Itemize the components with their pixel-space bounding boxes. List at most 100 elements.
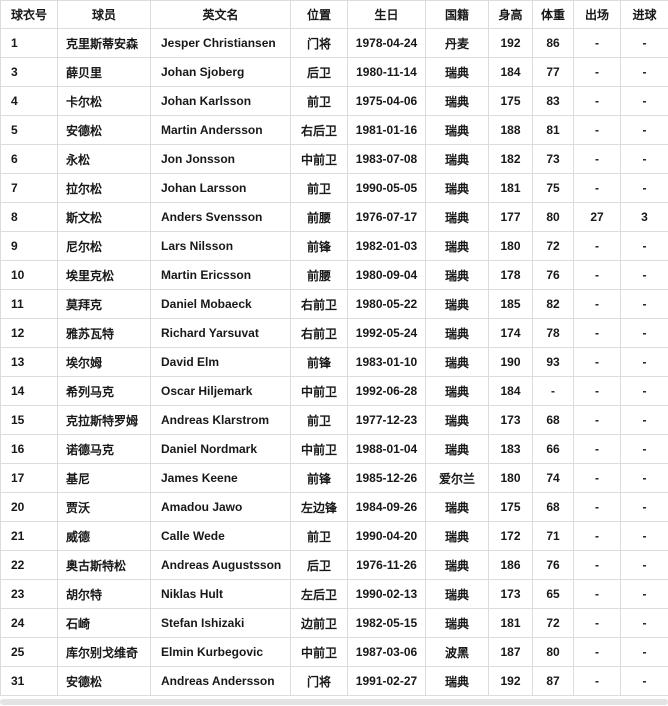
column-header: 生日 (347, 0, 426, 29)
cell-birthday: 1990-04-20 (347, 521, 426, 551)
cell-nationality: 瑞典 (425, 144, 489, 174)
cell-position: 左边锋 (290, 492, 348, 522)
cell-height: 184 (488, 376, 533, 406)
cell-jersey-number: 14 (0, 376, 58, 406)
cell-player-name: 拉尔松 (57, 173, 151, 203)
cell-weight: 93 (532, 347, 574, 377)
cell-player-name: 石崎 (57, 608, 151, 638)
table-row: 25 库尔别戈维奇 Elmin Kurbegovic 中前卫 1987-03-0… (0, 637, 668, 667)
cell-player-name: 薛贝里 (57, 57, 151, 87)
cell-birthday: 1978-04-24 (347, 28, 426, 58)
cell-nationality: 瑞典 (425, 57, 489, 87)
cell-weight: 80 (532, 202, 574, 232)
cell-english-name: Elmin Kurbegovic (150, 637, 291, 667)
cell-nationality: 丹麦 (425, 28, 489, 58)
horizontal-scrollbar[interactable] (0, 699, 668, 705)
cell-jersey-number: 8 (0, 202, 58, 232)
cell-birthday: 1992-05-24 (347, 318, 426, 348)
cell-weight: 83 (532, 86, 574, 116)
cell-english-name: Andreas Klarstrom (150, 405, 291, 435)
cell-nationality: 瑞典 (425, 492, 489, 522)
cell-position: 后卫 (290, 57, 348, 87)
table-row: 11 莫拜克 Daniel Mobaeck 右前卫 1980-05-22 瑞典 … (0, 289, 668, 319)
cell-player-name: 卡尔松 (57, 86, 151, 116)
cell-player-name: 贾沃 (57, 492, 151, 522)
cell-nationality: 瑞典 (425, 86, 489, 116)
cell-jersey-number: 3 (0, 57, 58, 87)
cell-english-name: Martin Andersson (150, 115, 291, 145)
cell-appearances: - (573, 666, 621, 696)
table-header: 球衣号 球员 英文名 位置 生日 国籍 身高 体重 出场 (0, 0, 668, 29)
cell-jersey-number: 6 (0, 144, 58, 174)
cell-goals: - (620, 86, 668, 116)
cell-goals: - (620, 318, 668, 348)
cell-player-name: 斯文松 (57, 202, 151, 232)
cell-position: 前卫 (290, 86, 348, 116)
cell-english-name: Jesper Christiansen (150, 28, 291, 58)
cell-player-name: 希列马克 (57, 376, 151, 406)
table-row: 20 贾沃 Amadou Jawo 左边锋 1984-09-26 瑞典 175 … (0, 492, 668, 522)
cell-goals: - (620, 231, 668, 261)
table-row: 6 永松 Jon Jonsson 中前卫 1983-07-08 瑞典 182 7… (0, 144, 668, 174)
cell-jersey-number: 22 (0, 550, 58, 580)
cell-english-name: Johan Sjoberg (150, 57, 291, 87)
table-row: 12 雅苏瓦特 Richard Yarsuvat 右前卫 1992-05-24 … (0, 318, 668, 348)
cell-english-name: Andreas Andersson (150, 666, 291, 696)
cell-player-name: 克拉斯特罗姆 (57, 405, 151, 435)
cell-player-name: 基尼 (57, 463, 151, 493)
cell-height: 185 (488, 289, 533, 319)
cell-appearances: - (573, 318, 621, 348)
cell-appearances: - (573, 57, 621, 87)
cell-appearances: - (573, 347, 621, 377)
cell-appearances: - (573, 434, 621, 464)
cell-height: 180 (488, 231, 533, 261)
cell-nationality: 瑞典 (425, 434, 489, 464)
cell-height: 184 (488, 57, 533, 87)
cell-weight: - (532, 376, 574, 406)
table-header-row: 球衣号 球员 英文名 位置 生日 国籍 身高 体重 出场 (0, 0, 668, 29)
column-header: 位置 (290, 0, 348, 29)
column-header: 出场 (573, 0, 621, 29)
column-header: 国籍 (425, 0, 489, 29)
cell-english-name: Johan Larsson (150, 173, 291, 203)
cell-position: 中前卫 (290, 376, 348, 406)
cell-appearances: - (573, 637, 621, 667)
cell-goals: - (620, 492, 668, 522)
cell-birthday: 1977-12-23 (347, 405, 426, 435)
cell-position: 右后卫 (290, 115, 348, 145)
cell-weight: 68 (532, 492, 574, 522)
cell-appearances: - (573, 28, 621, 58)
cell-appearances: - (573, 144, 621, 174)
cell-position: 前腰 (290, 202, 348, 232)
cell-birthday: 1983-01-10 (347, 347, 426, 377)
cell-birthday: 1975-04-06 (347, 86, 426, 116)
cell-position: 门将 (290, 666, 348, 696)
cell-english-name: Daniel Nordmark (150, 434, 291, 464)
cell-birthday: 1990-05-05 (347, 173, 426, 203)
cell-position: 右前卫 (290, 318, 348, 348)
cell-player-name: 克里斯蒂安森 (57, 28, 151, 58)
cell-weight: 68 (532, 405, 574, 435)
cell-birthday: 1988-01-04 (347, 434, 426, 464)
cell-height: 186 (488, 550, 533, 580)
cell-appearances: - (573, 231, 621, 261)
cell-appearances: - (573, 521, 621, 551)
cell-goals: - (620, 405, 668, 435)
cell-goals: - (620, 28, 668, 58)
cell-weight: 78 (532, 318, 574, 348)
cell-appearances: - (573, 260, 621, 290)
cell-weight: 72 (532, 608, 574, 638)
table-row: 10 埃里克松 Martin Ericsson 前腰 1980-09-04 瑞典… (0, 260, 668, 290)
cell-position: 中前卫 (290, 637, 348, 667)
table-row: 23 胡尔特 Niklas Hult 左后卫 1990-02-13 瑞典 173… (0, 579, 668, 609)
cell-jersey-number: 25 (0, 637, 58, 667)
cell-nationality: 瑞典 (425, 550, 489, 580)
cell-nationality: 瑞典 (425, 173, 489, 203)
table-row: 13 埃尔姆 David Elm 前锋 1983-01-10 瑞典 190 93… (0, 347, 668, 377)
cell-goals: - (620, 579, 668, 609)
table-row: 7 拉尔松 Johan Larsson 前卫 1990-05-05 瑞典 181… (0, 173, 668, 203)
cell-appearances: - (573, 608, 621, 638)
cell-weight: 73 (532, 144, 574, 174)
